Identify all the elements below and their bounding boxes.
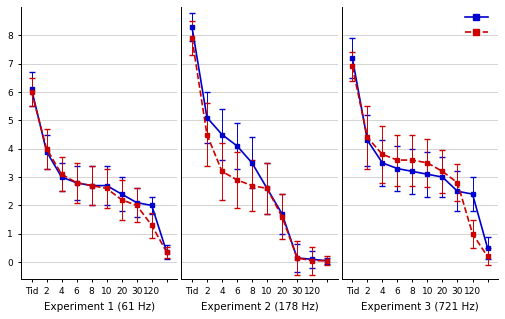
X-axis label: Experiment 3 (721 Hz): Experiment 3 (721 Hz) bbox=[361, 302, 479, 312]
X-axis label: Experiment 1 (61 Hz): Experiment 1 (61 Hz) bbox=[43, 302, 155, 312]
Legend: , : , bbox=[463, 11, 494, 40]
X-axis label: Experiment 2 (178 Hz): Experiment 2 (178 Hz) bbox=[200, 302, 319, 312]
